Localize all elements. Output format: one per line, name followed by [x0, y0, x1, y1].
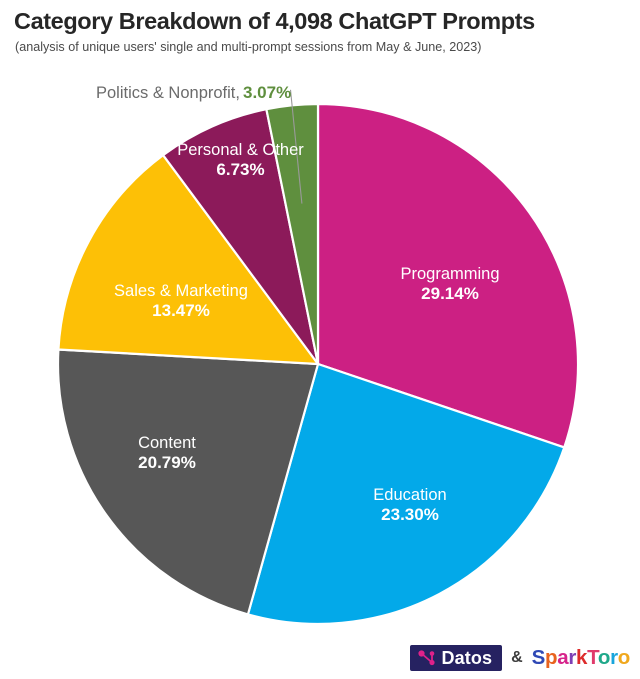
sparktoro-letter-7: r [610, 645, 618, 669]
sparktoro-letter-3: r [568, 645, 577, 669]
pie-slice-personal-other[interactable] [161, 107, 320, 365]
page-title: Category Breakdown of 4,098 ChatGPT Prom… [14, 8, 535, 34]
sparktoro-letter-2: a [557, 645, 569, 669]
chart-header: Category Breakdown of 4,098 ChatGPT Prom… [0, 0, 640, 55]
sparktoro-letter-1: p [545, 645, 558, 669]
datos-logo[interactable]: Datos [409, 645, 503, 671]
sparktoro-letter-6: o [597, 645, 611, 669]
politics-leader-line [289, 89, 303, 204]
datos-network-icon [417, 650, 435, 666]
sparktoro-letter-4: k [576, 645, 588, 669]
pie-slice-sales-marketing[interactable] [57, 153, 321, 366]
pie-chart-svg [56, 89, 580, 626]
sparktoro-letter-5: T [587, 645, 598, 669]
sparktoro-letter-0: S [531, 645, 546, 669]
chart-subtitle: (analysis of unique users' single and mu… [15, 39, 482, 54]
pie-slice-programming[interactable] [316, 102, 580, 449]
footer-logos: Datos & SparkToro [409, 645, 631, 671]
ampersand-separator: & [511, 649, 523, 666]
pie-slice-group [56, 102, 580, 626]
datos-wordmark: Datos [441, 648, 493, 668]
pie-slice-education[interactable] [246, 362, 566, 626]
pie-chart: Programming 29.14% Education 23.30% Cont… [0, 62, 640, 627]
pie-slice-content[interactable] [56, 348, 320, 616]
sparktoro-logo[interactable]: SparkToro [531, 645, 631, 669]
sparktoro-letter-8: o [617, 645, 631, 669]
